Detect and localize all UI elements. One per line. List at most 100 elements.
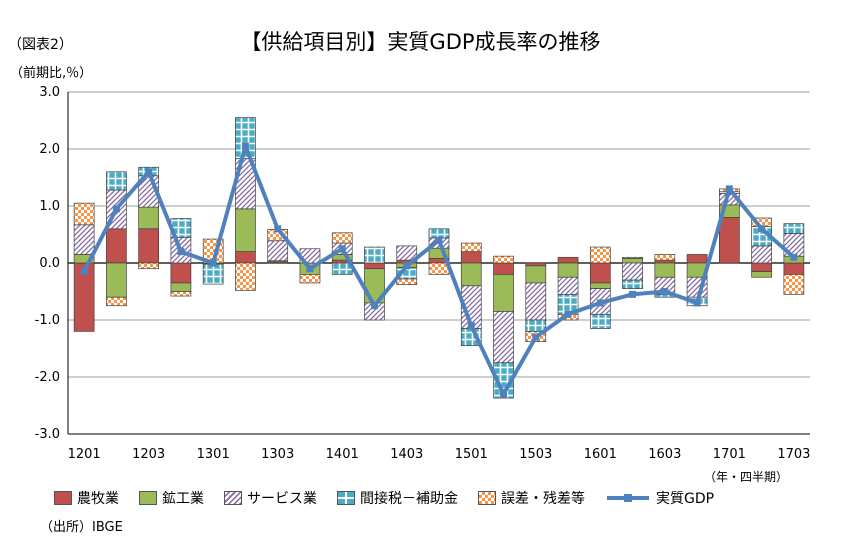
- bar-agriculture: [557, 256, 579, 264]
- gdp-point: [306, 265, 314, 273]
- bar-services: [73, 224, 95, 255]
- legend: 農牧業 鉱工業 サービス業 間接税－補助金 誤差・残差等 実質GDP: [54, 488, 714, 508]
- x-tick-label: 1603: [648, 447, 681, 462]
- bar-services: [622, 262, 643, 281]
- legend-swatch-services: [224, 491, 242, 505]
- gdp-point: [274, 225, 282, 233]
- legend-item-gdp: 実質GDP: [605, 488, 714, 508]
- bar-agriculture: [589, 262, 611, 284]
- bar-agriculture: [525, 262, 547, 267]
- bar-errors: [396, 278, 418, 286]
- gdp-point: [758, 225, 766, 233]
- bar-agriculture: [138, 228, 160, 264]
- bar-taxes: [202, 263, 224, 285]
- gdp-point: [112, 205, 120, 213]
- gdp-point: [177, 248, 185, 256]
- gdp-point: [500, 390, 508, 398]
- legend-label-services: サービス業: [247, 491, 317, 507]
- x-tick-label: 1601: [584, 447, 617, 462]
- bar-errors: [654, 254, 676, 261]
- gdp-point: [209, 259, 217, 267]
- bar-agriculture: [170, 262, 192, 284]
- legend-swatch-errors: [478, 491, 496, 505]
- x-tick-label: 1703: [777, 447, 810, 462]
- bar-errors: [460, 242, 482, 252]
- bar-taxes: [589, 313, 611, 329]
- unit-label: （前期比,％）: [10, 66, 93, 81]
- gdp-point: [661, 288, 669, 295]
- bar-industry: [460, 262, 482, 287]
- bar-industry: [138, 206, 160, 230]
- bar-services: [267, 240, 289, 262]
- bar-taxes: [525, 319, 547, 332]
- legend-swatch-taxes: [337, 491, 355, 505]
- source-label: （出所）IBGE: [40, 520, 123, 535]
- bar-errors: [73, 202, 95, 226]
- bar-agriculture: [493, 262, 514, 275]
- x-tick-label: 1701: [713, 447, 746, 462]
- gdp-point: [435, 236, 443, 244]
- bar-errors: [622, 256, 643, 259]
- bar-agriculture: [235, 251, 256, 264]
- bar-industry: [654, 262, 676, 278]
- bar-taxes: [428, 228, 450, 239]
- legend-label-agriculture: 農牧業: [77, 491, 119, 507]
- legend-item-errors: 誤差・残差等: [478, 488, 585, 508]
- gdp-point: [564, 310, 572, 318]
- bar-industry: [525, 265, 547, 284]
- bar-industry: [622, 258, 643, 264]
- x-tick-label: 1501: [455, 447, 488, 462]
- y-tick-label: -2.0: [35, 370, 60, 385]
- x-tick-label: 1303: [261, 447, 294, 462]
- bar-industry: [493, 274, 514, 312]
- bar-errors: [138, 262, 160, 270]
- gdp-point: [725, 185, 733, 193]
- bar-industry: [106, 262, 127, 298]
- gdp-point: [80, 268, 88, 276]
- bar-agriculture: [460, 251, 482, 264]
- bar-industry: [557, 262, 579, 278]
- x-tick-label: 1503: [519, 447, 552, 462]
- x-tick-label: 1201: [68, 447, 101, 462]
- y-tick-label: -1.0: [35, 313, 60, 328]
- gdp-point: [790, 253, 798, 261]
- bar-agriculture: [718, 217, 740, 264]
- bar-industry: [751, 271, 772, 278]
- gdp-point: [629, 290, 637, 298]
- bar-agriculture: [654, 259, 676, 264]
- legend-item-taxes: 間接税－補助金: [337, 488, 458, 508]
- legend-item-services: サービス業: [224, 488, 317, 508]
- bar-services: [493, 311, 514, 364]
- y-tick-label: -3.0: [35, 427, 60, 442]
- bar-errors: [428, 262, 450, 275]
- gdp-point: [370, 302, 378, 310]
- bar-agriculture: [364, 262, 385, 270]
- x-tick-label: 1403: [390, 447, 423, 462]
- bar-taxes: [622, 279, 643, 290]
- legend-label-industry: 鉱工業: [162, 491, 204, 507]
- legend-swatch-agriculture: [54, 491, 72, 505]
- bar-errors: [106, 296, 127, 307]
- bar-errors: [170, 291, 192, 297]
- y-tick-label: 1.0: [39, 199, 60, 214]
- legend-label-taxes: 間接税－補助金: [360, 491, 458, 507]
- y-tick-label: 0.0: [39, 256, 60, 271]
- bar-industry: [589, 282, 611, 290]
- bar-services: [751, 245, 772, 264]
- bar-errors: [493, 255, 514, 264]
- bar-industry: [235, 208, 256, 252]
- bar-services: [396, 245, 418, 261]
- chart-title: 【供給項目別】実質GDP成長率の推移: [240, 30, 601, 54]
- bar-taxes: [106, 171, 127, 191]
- y-tick-label: 2.0: [39, 142, 60, 157]
- figure-label: （図表2）: [8, 37, 73, 53]
- bar-services: [525, 282, 547, 321]
- gdp-point: [467, 322, 475, 330]
- bar-agriculture: [783, 262, 805, 275]
- gdp-point: [403, 262, 411, 270]
- bar-agriculture: [751, 262, 772, 272]
- gdp-point: [532, 333, 540, 341]
- legend-swatch-gdp: [607, 494, 649, 502]
- legend-label-errors: 誤差・残差等: [501, 491, 585, 507]
